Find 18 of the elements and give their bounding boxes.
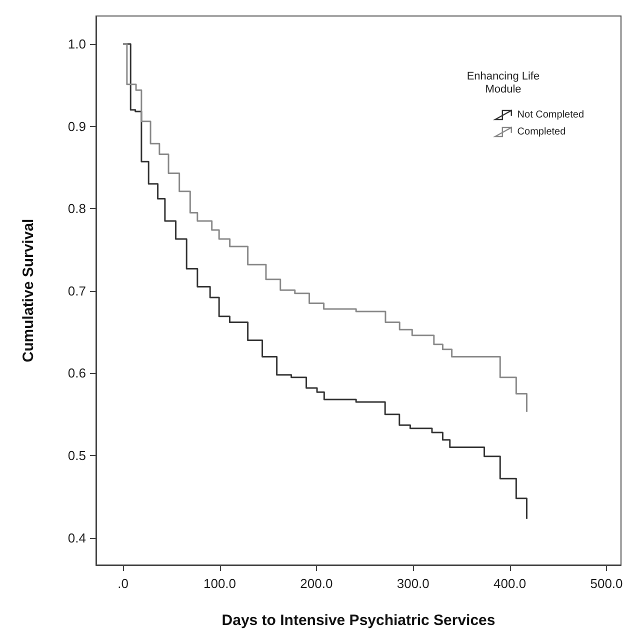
y-tick-label: 0.4: [68, 530, 86, 546]
x-tick-label: 100.0: [203, 576, 236, 591]
legend-title: Enhancing Life Module: [466, 70, 540, 96]
legend-label: Not Completed: [517, 110, 584, 120]
y-axis-title: Cumulative Survival: [20, 218, 37, 362]
x-tick-label: 200.0: [300, 576, 333, 591]
x-tick-label: 300.0: [396, 576, 430, 591]
y-tick-label: 0.9: [68, 118, 86, 134]
legend-label: Completed: [517, 126, 566, 138]
x-tick-label: 400.0: [494, 576, 526, 591]
x-tick-label: 500.0: [590, 576, 623, 591]
y-tick-label: 0.7: [68, 283, 86, 298]
y-tick-label: 1.0: [68, 36, 86, 52]
x-tick-label: .0: [118, 576, 128, 591]
y-tick-label: 0.6: [68, 366, 86, 381]
y-tick-label: 0.8: [68, 201, 86, 216]
y-tick-label: 0.5: [68, 448, 86, 464]
x-axis-title: Days to Intensive Psychiatric Services: [222, 612, 496, 629]
